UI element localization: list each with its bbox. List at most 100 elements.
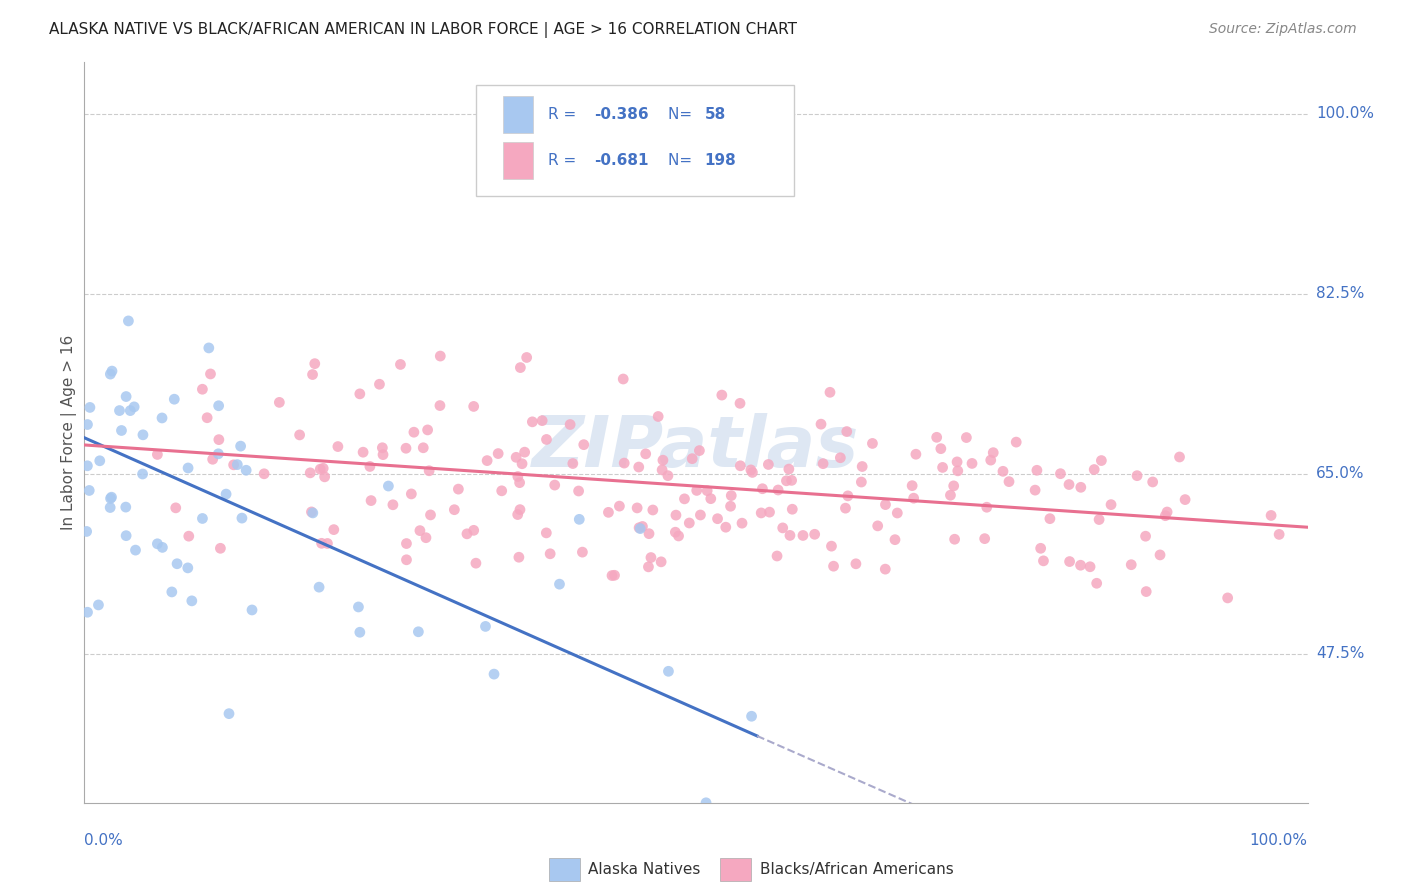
- Point: [1005, 435, 1028, 450]
- Point: [1090, 453, 1112, 467]
- Point: [177, 461, 200, 475]
- Point: [408, 624, 430, 639]
- Point: [77, 483, 100, 498]
- Point: [215, 487, 238, 501]
- Point: [766, 549, 789, 563]
- Point: [700, 491, 723, 506]
- Point: [359, 459, 381, 474]
- Text: 65.0%: 65.0%: [1316, 467, 1364, 482]
- Point: [200, 367, 222, 381]
- Point: [536, 433, 558, 447]
- Point: [780, 474, 803, 488]
- Point: [349, 387, 371, 401]
- Point: [652, 453, 675, 467]
- Text: R =: R =: [548, 153, 581, 168]
- Point: [714, 520, 737, 534]
- Point: [1032, 554, 1054, 568]
- Point: [464, 556, 486, 570]
- Point: [664, 525, 686, 540]
- Point: [695, 796, 717, 810]
- Text: -0.681: -0.681: [595, 153, 650, 168]
- Point: [749, 506, 772, 520]
- Point: [751, 482, 773, 496]
- Point: [640, 550, 662, 565]
- Point: [87, 598, 110, 612]
- Point: [100, 491, 122, 506]
- Point: [834, 501, 856, 516]
- Point: [402, 425, 425, 440]
- Point: [766, 483, 789, 497]
- Point: [486, 446, 509, 460]
- Point: [638, 526, 661, 541]
- Point: [998, 475, 1021, 489]
- Point: [710, 388, 733, 402]
- Point: [416, 423, 439, 437]
- Point: [301, 505, 323, 519]
- Point: [810, 417, 832, 432]
- Point: [371, 441, 394, 455]
- Text: 58: 58: [704, 107, 725, 122]
- Point: [612, 372, 634, 386]
- Point: [76, 605, 98, 619]
- Point: [811, 457, 834, 471]
- Point: [409, 524, 432, 538]
- Point: [904, 447, 927, 461]
- Point: [76, 458, 98, 473]
- Point: [509, 475, 531, 490]
- Point: [132, 427, 155, 442]
- Point: [731, 516, 754, 531]
- Point: [122, 400, 145, 414]
- Text: Source: ZipAtlas.com: Source: ZipAtlas.com: [1209, 22, 1357, 37]
- Point: [1149, 548, 1171, 562]
- Point: [482, 667, 505, 681]
- Point: [1135, 584, 1157, 599]
- Point: [925, 430, 948, 444]
- Point: [955, 431, 977, 445]
- Point: [886, 506, 908, 520]
- Point: [1078, 559, 1101, 574]
- Point: [830, 450, 852, 465]
- Point: [208, 433, 231, 447]
- Point: [901, 478, 924, 492]
- Point: [720, 500, 742, 514]
- Point: [131, 467, 153, 481]
- Point: [160, 585, 183, 599]
- FancyBboxPatch shape: [475, 85, 794, 195]
- Point: [544, 478, 567, 492]
- Point: [395, 553, 418, 567]
- Point: [299, 466, 322, 480]
- Point: [706, 512, 728, 526]
- Point: [875, 498, 897, 512]
- Point: [165, 500, 187, 515]
- Point: [443, 502, 465, 516]
- Point: [678, 516, 700, 530]
- Point: [377, 479, 399, 493]
- Point: [100, 490, 122, 504]
- Point: [79, 401, 101, 415]
- FancyBboxPatch shape: [503, 142, 533, 178]
- Point: [110, 424, 132, 438]
- Point: [201, 452, 224, 467]
- Point: [447, 482, 470, 496]
- Point: [1070, 558, 1092, 573]
- Point: [946, 464, 969, 478]
- Point: [395, 442, 418, 456]
- Point: [866, 519, 889, 533]
- Text: 0.0%: 0.0%: [84, 833, 124, 848]
- Point: [647, 409, 669, 424]
- Point: [628, 521, 651, 535]
- Point: [316, 536, 339, 550]
- Point: [1260, 508, 1282, 523]
- Point: [309, 462, 332, 476]
- Point: [688, 443, 710, 458]
- Point: [389, 358, 412, 372]
- Point: [114, 500, 136, 514]
- Point: [475, 453, 498, 467]
- Point: [231, 511, 253, 525]
- Point: [741, 466, 763, 480]
- Point: [395, 536, 418, 550]
- Point: [1174, 492, 1197, 507]
- Point: [124, 543, 146, 558]
- Point: [792, 528, 814, 542]
- Point: [415, 531, 437, 545]
